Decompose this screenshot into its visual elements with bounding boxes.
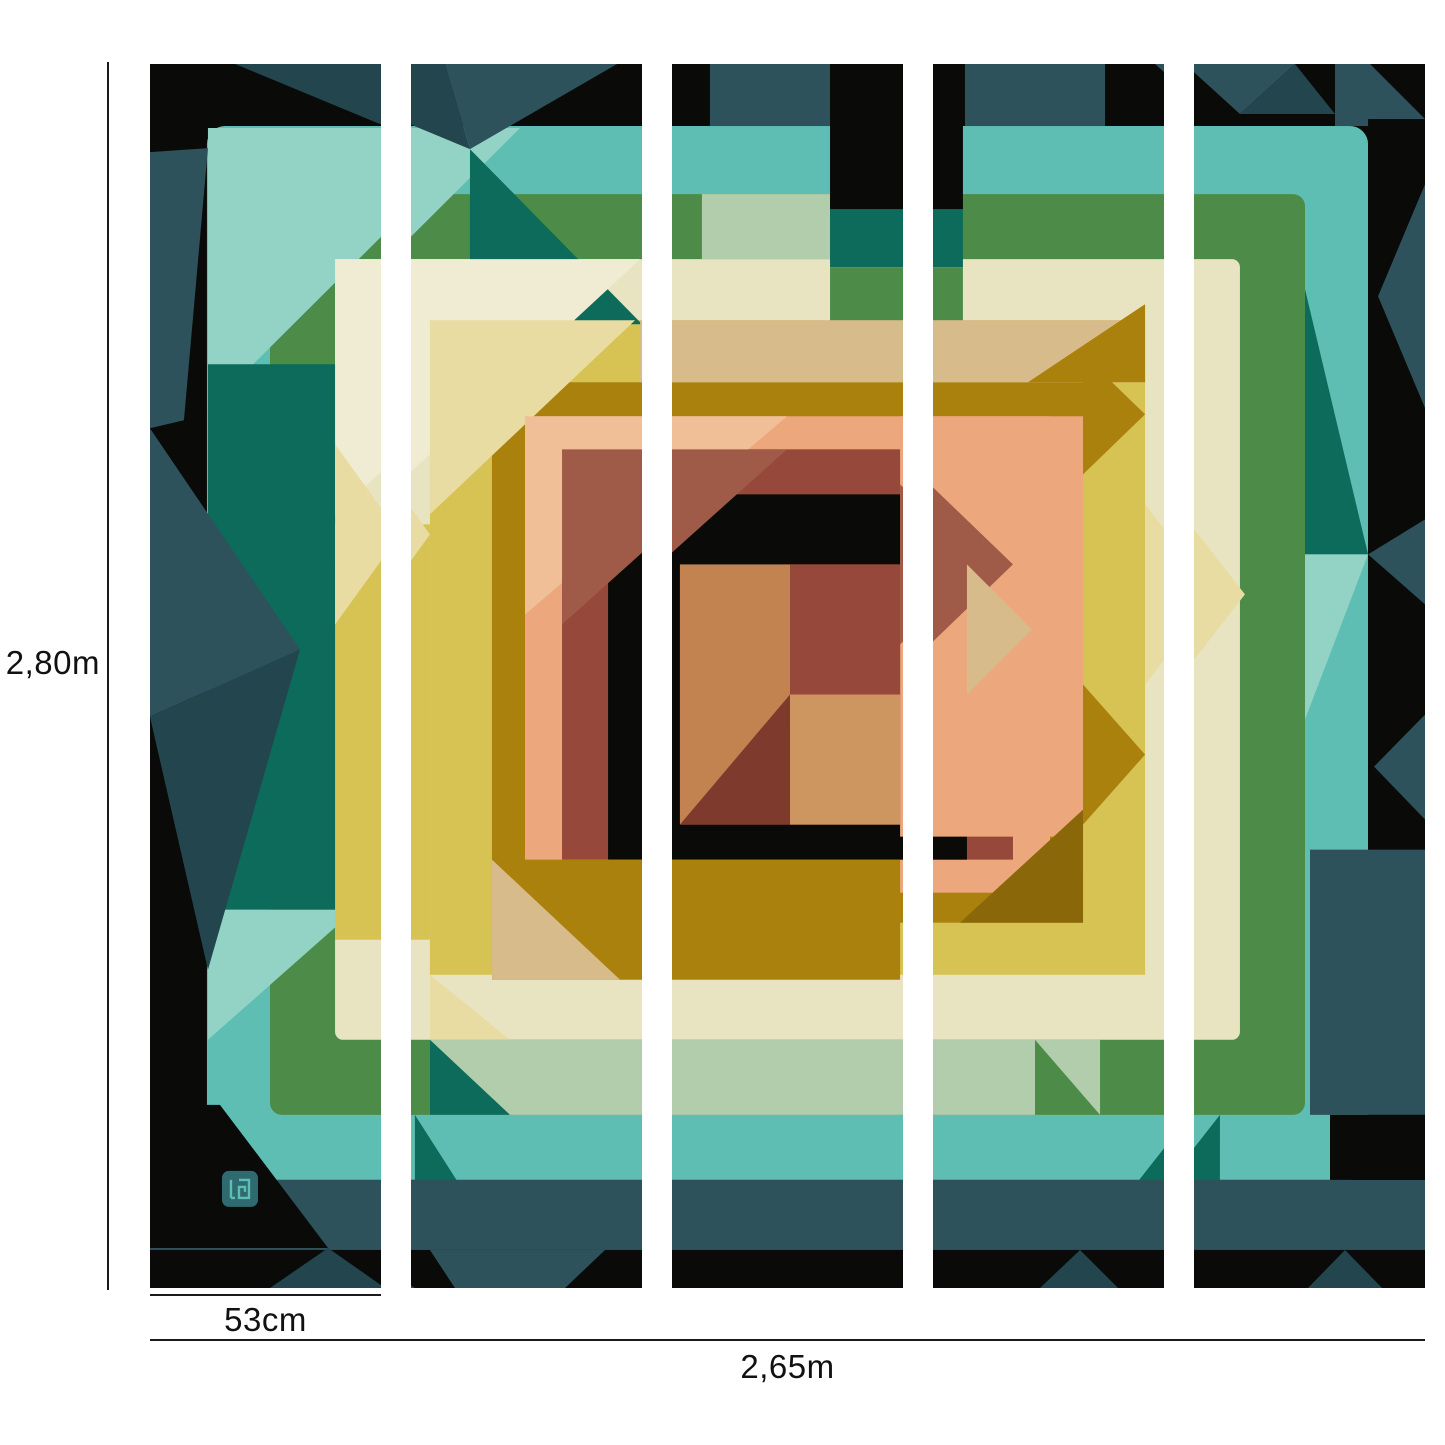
- mural-panels: [150, 64, 1425, 1288]
- panel-width-dimension-label: 53cm: [224, 1301, 307, 1338]
- height-dimension-line: [107, 62, 109, 1290]
- mural-panel-3: [672, 64, 903, 1288]
- total-width-dimension-label: 2,65m: [740, 1348, 835, 1385]
- mural-panel-2: [411, 64, 642, 1288]
- height-dimension-label: 2,80m: [5, 644, 100, 681]
- mural-panel-4: [933, 64, 1164, 1288]
- total-width-dimension-line: [150, 1339, 1425, 1341]
- mural-panel-5: [1194, 64, 1425, 1288]
- panel-width-dimension-line: [150, 1294, 381, 1296]
- mural-panel-1: [150, 64, 381, 1288]
